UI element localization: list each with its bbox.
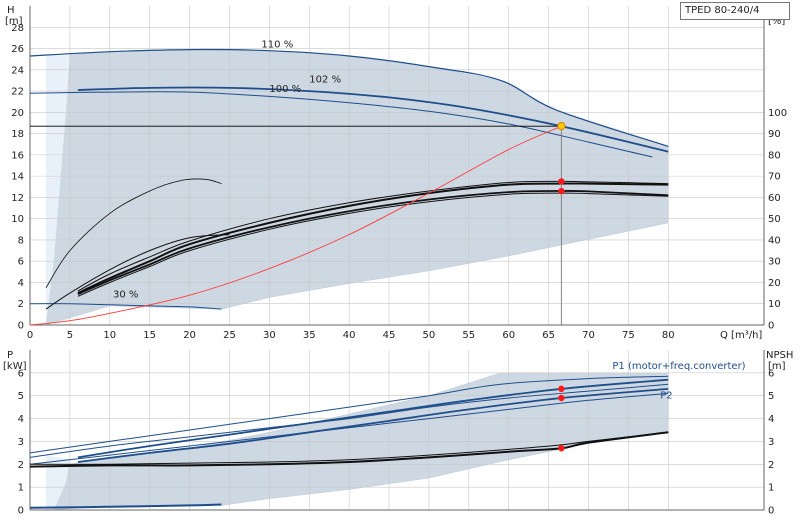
tick-label-h: 14	[11, 172, 24, 183]
tick-label-eta: 10	[768, 299, 781, 310]
tick-label-p: 6	[18, 368, 24, 379]
tick-label-p: 4	[18, 414, 24, 425]
ylabel-left-unit-top: [m]	[5, 16, 23, 27]
lightzone-top	[46, 54, 70, 326]
ylabel-right-unit-bottom: [m]	[768, 361, 786, 372]
eta-curve	[77, 192, 669, 297]
tick-label-q: 10	[103, 330, 116, 341]
tick-label-q: 15	[143, 330, 156, 341]
tick-label-h: 26	[11, 44, 24, 55]
tick-label-p: 5	[18, 391, 24, 402]
tick-label-h: 12	[11, 193, 24, 204]
system-curve	[29, 125, 562, 326]
tick-label-h: 4	[18, 278, 24, 289]
ylabel-left-bottom: P	[7, 350, 13, 361]
curve-label: 30 %	[113, 289, 138, 300]
eta-curve	[45, 234, 230, 310]
tick-label-eta: 0	[768, 321, 774, 332]
curve-label: 102 %	[309, 75, 341, 86]
tick-label-q: 65	[542, 330, 555, 341]
tick-label-h: 8	[18, 235, 24, 246]
tick-label-h: 28	[11, 23, 24, 34]
tick-label-npsh: 5	[768, 391, 774, 402]
tick-label-q: 60	[502, 330, 515, 341]
tick-label-npsh: 2	[768, 460, 774, 471]
tick-label-eta: 90	[768, 129, 781, 140]
head-curve	[29, 91, 653, 158]
tick-label-q: 40	[343, 330, 356, 341]
duty-marker-npsh	[558, 445, 565, 452]
tick-label-eta: 30	[768, 257, 781, 268]
duty-marker-power	[558, 385, 565, 393]
power-label: P1 (motor+freq.converter)	[612, 361, 745, 372]
tick-label-h: 10	[11, 214, 24, 225]
tick-label-eta: 50	[768, 214, 781, 225]
ylabel-right-unit-top: [%]	[768, 16, 785, 27]
head-curve	[29, 303, 222, 310]
tick-label-h: 18	[11, 129, 24, 140]
tick-label-npsh: 6	[768, 368, 774, 379]
tick-label-p: 2	[18, 460, 24, 471]
tick-label-npsh: 1	[768, 483, 774, 494]
tick-label-eta: 70	[768, 172, 781, 183]
ylabel-right-bottom: NPSH	[766, 350, 793, 361]
tick-label-eta: 40	[768, 235, 781, 246]
duty-marker-eta	[558, 178, 565, 185]
tick-label-q: 80	[662, 330, 675, 341]
tick-label-npsh: 0	[768, 506, 774, 517]
model-label: TPED 80-240/4	[680, 2, 790, 20]
tick-label-q: 70	[582, 330, 595, 341]
tick-label-p: 3	[18, 437, 24, 448]
tick-label-npsh: 3	[768, 437, 774, 448]
eta-curve	[77, 189, 669, 296]
tick-label-h: 24	[11, 65, 24, 76]
lightzone-bottom	[46, 455, 70, 510]
tick-label-q: 55	[462, 330, 475, 341]
power-label: P2	[660, 391, 672, 402]
tick-label-h: 16	[11, 150, 24, 161]
tick-label-p: 1	[18, 483, 24, 494]
power-curve	[29, 383, 669, 458]
power-curve	[29, 503, 222, 509]
tick-label-q: 45	[383, 330, 396, 341]
tick-label-q: 75	[622, 330, 635, 341]
tick-label-q: 20	[183, 330, 196, 341]
tick-label-q: 50	[423, 330, 436, 341]
eta-curve	[77, 182, 669, 295]
tick-label-q: 5	[67, 330, 73, 341]
tick-label-q: 0	[27, 330, 33, 341]
curve-label: 100 %	[269, 84, 301, 95]
head-curve	[45, 178, 222, 289]
tick-label-eta: 60	[768, 193, 781, 204]
npsh-curve	[29, 431, 669, 465]
tick-label-h: 0	[18, 321, 24, 332]
power-curve	[29, 375, 669, 454]
tick-label-q: 35	[303, 330, 316, 341]
tick-label-eta: 20	[768, 278, 781, 289]
tick-label-h: 6	[18, 257, 24, 268]
head-curve	[29, 48, 669, 147]
tick-label-h: 20	[11, 108, 24, 119]
tick-label-h: 2	[18, 299, 24, 310]
tick-label-q: 25	[223, 330, 236, 341]
duty-marker-power	[558, 394, 565, 402]
ylabel-left-top: H	[7, 5, 15, 16]
tick-label-npsh: 4	[768, 414, 774, 425]
power-curve	[29, 392, 669, 465]
tick-label-eta: 80	[768, 150, 781, 161]
xlabel: Q [m³/h]	[720, 330, 762, 341]
tick-label-eta: 100	[768, 108, 787, 119]
curve-label: 110 %	[261, 39, 293, 50]
duty-marker-eta	[558, 187, 565, 195]
npsh-curve	[29, 431, 669, 468]
ylabel-left-unit-bottom: [kW]	[3, 361, 27, 372]
tick-label-p: 0	[18, 506, 24, 517]
tick-label-h: 22	[11, 87, 24, 98]
eta-curve	[77, 180, 669, 292]
duty-marker-head	[557, 122, 566, 131]
tick-label-q: 30	[263, 330, 276, 341]
